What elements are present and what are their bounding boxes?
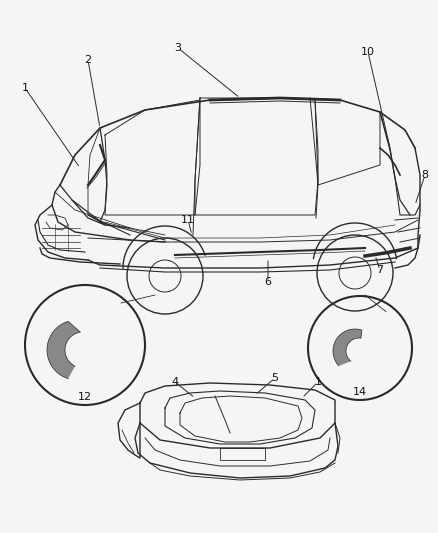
Text: 1: 1: [21, 83, 28, 93]
Text: 6: 6: [265, 277, 272, 287]
Text: 8: 8: [421, 170, 428, 180]
Text: 10: 10: [361, 47, 375, 57]
Text: 14: 14: [353, 387, 367, 397]
Text: 2: 2: [85, 55, 92, 65]
Polygon shape: [47, 321, 81, 378]
Text: 1: 1: [314, 377, 321, 387]
Text: 4: 4: [171, 377, 179, 387]
Text: 7: 7: [376, 265, 384, 275]
Text: 3: 3: [174, 43, 181, 53]
Text: 12: 12: [78, 392, 92, 402]
Polygon shape: [333, 329, 362, 366]
Text: 11: 11: [181, 215, 195, 225]
Text: 5: 5: [272, 373, 279, 383]
